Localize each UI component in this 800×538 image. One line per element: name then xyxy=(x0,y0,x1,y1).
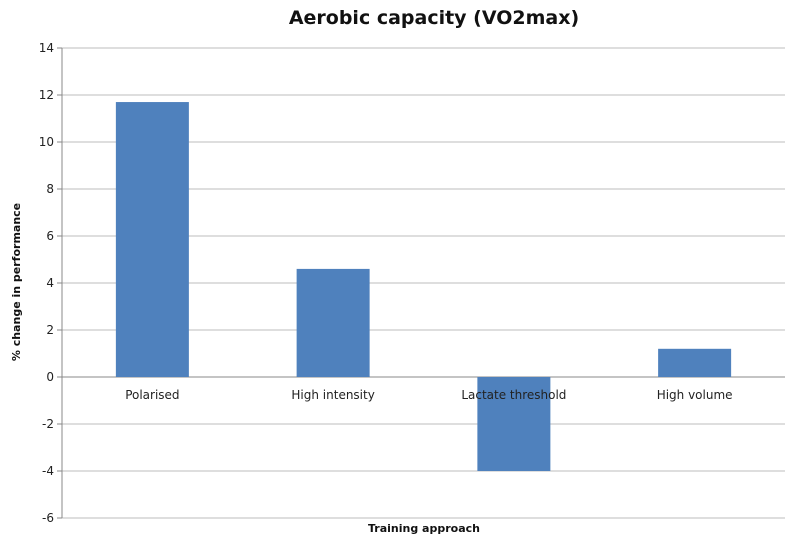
y-tick-label: 2 xyxy=(46,323,54,337)
category-label: Lactate threshold xyxy=(461,388,566,402)
y-tick-label: 6 xyxy=(46,229,54,243)
x-axis-label: Training approach xyxy=(368,522,480,535)
category-label: Polarised xyxy=(125,388,179,402)
y-tick-label: 12 xyxy=(39,88,54,102)
y-tick-label: -2 xyxy=(42,417,54,431)
y-axis-label: % change in performance xyxy=(10,203,23,361)
bar-polarised xyxy=(115,102,189,378)
y-tick-label: -4 xyxy=(42,464,54,478)
y-tick-label: 8 xyxy=(46,182,54,196)
chart-title: Aerobic capacity (VO2max) xyxy=(289,7,579,29)
category-label: High intensity xyxy=(291,388,374,402)
y-tick-label: 0 xyxy=(46,370,54,384)
category-label: High volume xyxy=(657,388,733,402)
y-tick-label: -6 xyxy=(42,511,54,525)
y-tick-label: 4 xyxy=(46,276,54,290)
y-tick-label: 14 xyxy=(39,41,54,55)
y-tick-label: 10 xyxy=(39,135,54,149)
bar-lactate-threshold xyxy=(477,377,551,471)
bar-high-intensity xyxy=(296,268,370,377)
bar-high-volume xyxy=(658,348,732,377)
